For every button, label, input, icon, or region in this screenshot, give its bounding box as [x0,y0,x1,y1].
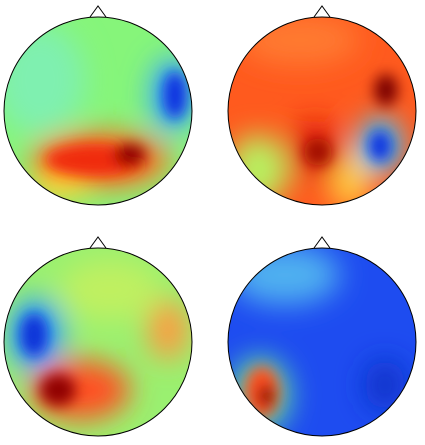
blob [365,360,405,410]
nose [313,5,331,18]
map-cores [20,313,76,406]
head-outline [227,16,417,206]
map-fill [4,248,192,436]
scalp-map [3,5,193,206]
scalp-map [227,236,417,437]
map-cores [304,74,398,166]
blob [163,71,187,119]
blob [304,138,332,166]
map-fill [228,248,416,436]
scalp-map [227,5,417,206]
head-outline [227,247,417,437]
map-cores [45,71,187,176]
map-cores [244,366,280,418]
map-fill [228,17,416,205]
blob [374,74,398,106]
map-fill [4,17,192,205]
blob [148,300,188,360]
blob [60,260,160,320]
nose [89,5,107,18]
nose [89,236,107,249]
head-outline [3,247,193,437]
scalp-map [3,236,193,437]
blob [40,374,76,406]
blob [368,130,392,162]
head-outline [3,16,193,206]
blob [20,313,48,357]
nose [313,236,331,249]
blob [258,384,274,408]
blob [230,248,340,305]
blob [114,144,146,166]
blob [240,17,360,65]
blob [330,150,370,205]
